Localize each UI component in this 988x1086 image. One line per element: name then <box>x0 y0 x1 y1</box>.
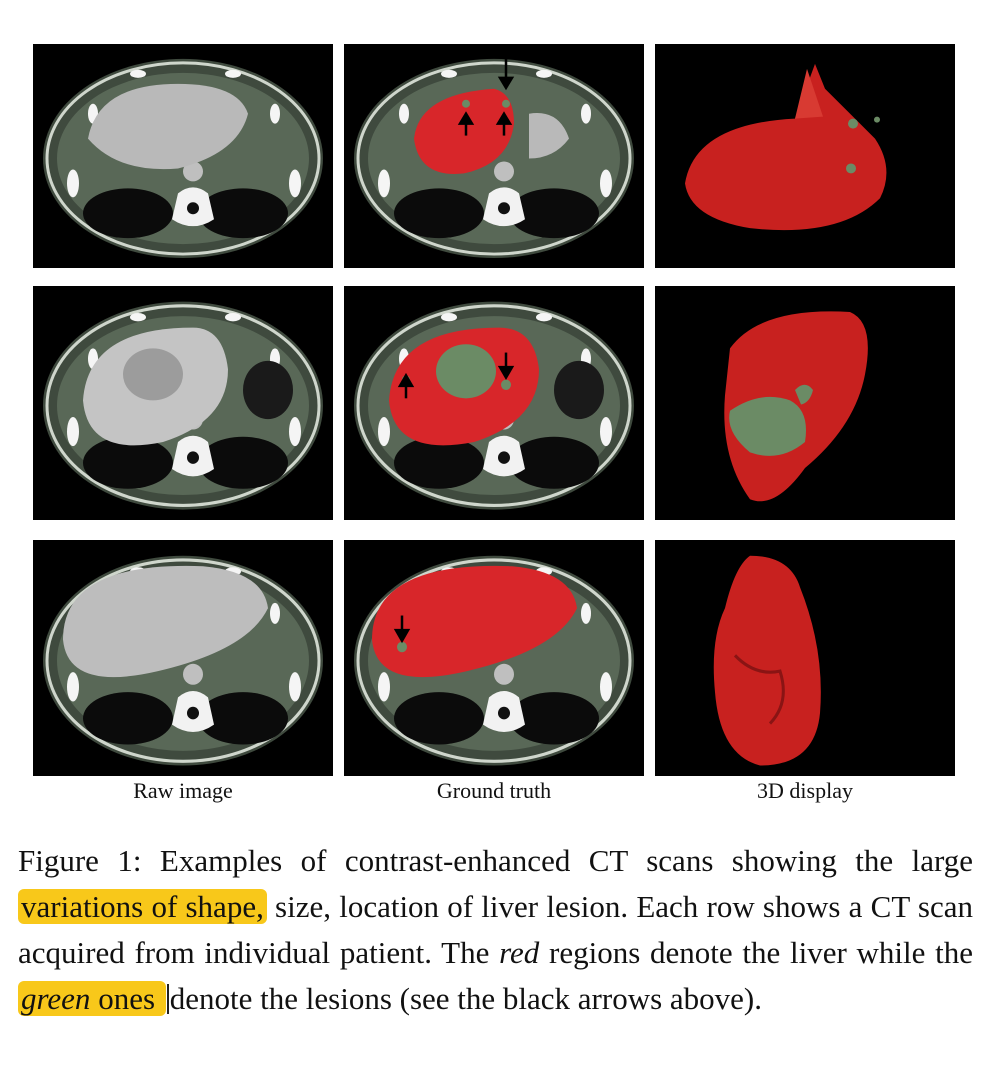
red-word: red <box>499 935 540 970</box>
ground-truth-row2 <box>344 286 644 520</box>
3d-display-row2 <box>655 286 955 520</box>
column-label-raw-image: Raw image <box>133 778 233 803</box>
raw-image-row2 <box>33 286 333 520</box>
raw-image-row3 <box>33 540 333 776</box>
arrow-icon <box>393 615 411 644</box>
column-label-3d-display: 3D display <box>757 778 853 803</box>
3d-display-row1 <box>655 44 955 268</box>
arrow-icon <box>457 58 515 136</box>
column-label-ground-truth: Ground truth <box>436 778 552 803</box>
3d-display-row3 <box>655 540 955 776</box>
figure-label: Figure 1: <box>18 843 142 878</box>
raw-image-row1 <box>33 44 333 268</box>
text-cursor <box>166 984 169 1014</box>
figure-caption: Figure 1: Examples of contrast-enhanced … <box>18 843 973 1016</box>
arrow-icon <box>397 352 515 399</box>
highlight-green-ones[interactable]: green ones <box>18 981 166 1016</box>
ground-truth-row3 <box>344 540 644 776</box>
highlight-variations[interactable]: variations of shape, <box>18 889 267 924</box>
ground-truth-row1 <box>344 44 644 268</box>
